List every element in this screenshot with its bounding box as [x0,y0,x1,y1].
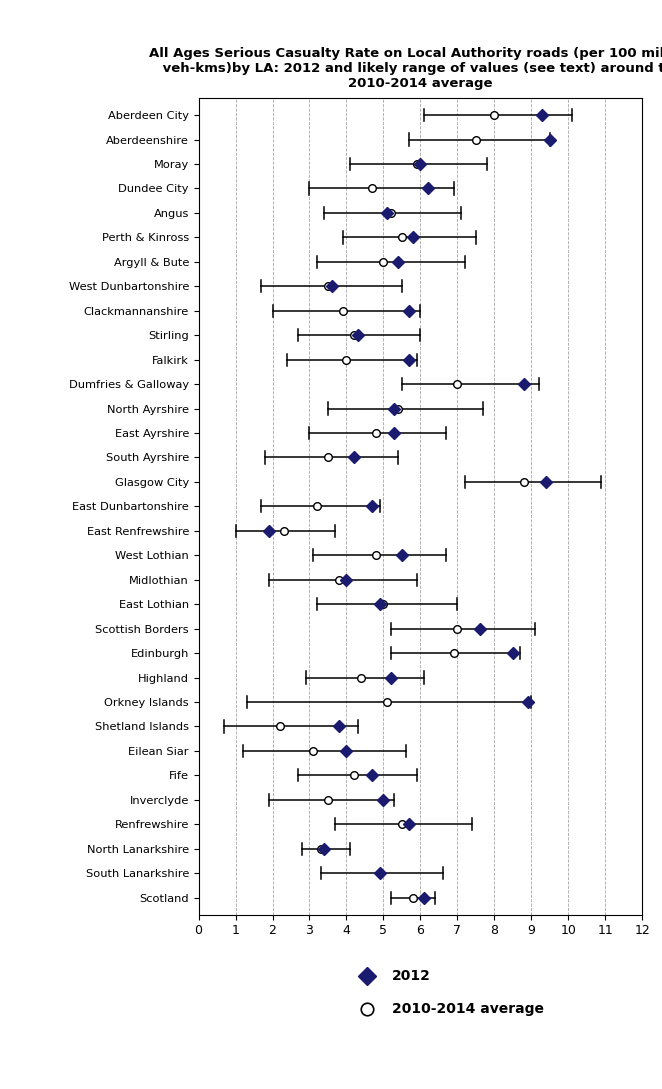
Text: 2012: 2012 [391,969,430,983]
Text: 2010-2014 average: 2010-2014 average [391,1002,544,1016]
Title: All Ages Serious Casualty Rate on Local Authority roads (per 100 million
 veh-km: All Ages Serious Casualty Rate on Local … [149,47,662,90]
